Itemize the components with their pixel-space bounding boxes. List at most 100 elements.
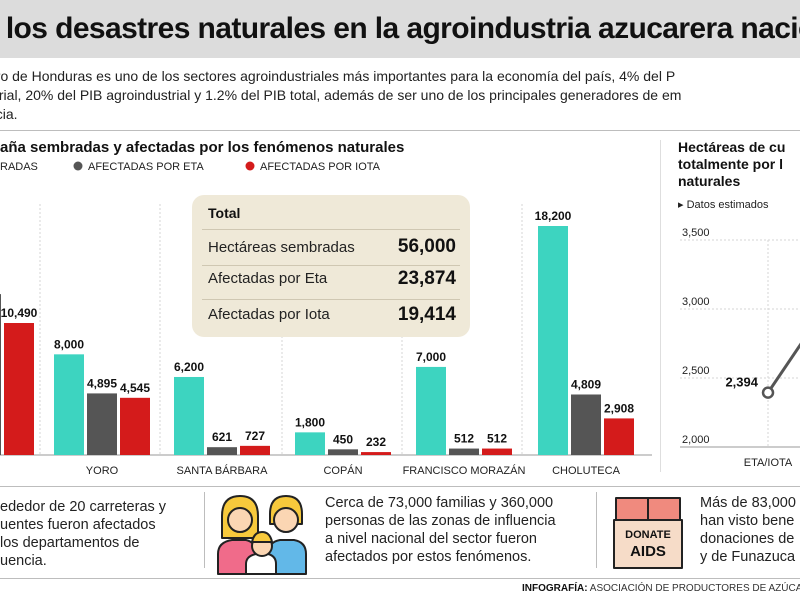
data-label: 6,200 (174, 360, 204, 374)
fact-line: personas de las zonas de influencia (325, 513, 556, 529)
series-line (766, 342, 800, 394)
data-label: 2,908 (604, 401, 634, 415)
data-label: 4,545 (120, 381, 150, 395)
legend-marker (245, 161, 255, 171)
credit-source: ASOCIACIÓN DE PRODUCTORES DE AZÚCA (589, 583, 800, 594)
intro-line: ero de Honduras es uno de los sectores a… (0, 68, 676, 84)
totals-title: Total (208, 205, 241, 221)
data-point (761, 386, 775, 399)
chart-title: totalmente por l (678, 156, 783, 172)
category-label: FRANCISCO MORAZÁN (403, 464, 526, 477)
bar (87, 393, 117, 455)
fact-line: ededor de 20 carreteras y (0, 499, 167, 515)
y-tick-label: 2,500 (682, 365, 710, 377)
bar (4, 323, 34, 455)
chart-title: Hectáreas de cu (678, 139, 785, 155)
donate-label: AIDS (630, 543, 666, 560)
category-label: ETA/IOTA (744, 457, 793, 469)
page-title: e los desastres naturales en la agroindu… (0, 12, 800, 45)
bar (571, 394, 601, 455)
bar (604, 418, 634, 455)
fact-roads: ededor de 20 carreteras y uentes fueron … (0, 498, 166, 570)
data-label: 1,800 (295, 415, 325, 429)
credit-label: INFOGRAFÍA: (522, 583, 588, 594)
category-label: COPÁN (323, 464, 362, 477)
fact-line: Más de 83,000 (700, 495, 796, 511)
intro-text: ero de Honduras es uno de los sectores a… (0, 68, 800, 128)
bar (54, 354, 84, 455)
totals-row: Afectadas por Iota 19,414 (208, 303, 456, 333)
bar (0, 294, 1, 455)
data-label: 2,394 (725, 375, 758, 390)
bar (295, 432, 325, 455)
data-label: 621 (212, 430, 232, 444)
divider (0, 486, 800, 487)
divider (202, 265, 460, 266)
totals-value: 56,000 (397, 236, 456, 257)
fact-line: han visto bene (700, 513, 795, 529)
data-label: 10,490 (1, 306, 38, 320)
data-label: 18,200 (535, 209, 572, 223)
y-tick-label: 3,500 (682, 227, 710, 239)
legend-label: RADAS (0, 161, 38, 173)
data-label: 232 (366, 435, 386, 449)
chart-title: aña sembradas y afectadas por los fenóme… (0, 139, 404, 156)
bar (120, 397, 150, 455)
intro-line: strial, 20% del PIB agroindustrial y 1.2… (0, 87, 682, 103)
bar (416, 366, 446, 455)
category-label: SANTA BÁRBARA (177, 464, 269, 477)
data-label: 450 (333, 432, 353, 446)
facts-section: ededor de 20 carreteras y uentes fueron … (0, 488, 800, 578)
legend-marker (73, 161, 83, 171)
fact-line: uencia. (0, 553, 47, 569)
divider (0, 130, 800, 131)
fact-line: los departamentos de (0, 535, 140, 551)
title-bar: e los desastres naturales en la agroindu… (0, 0, 800, 58)
y-tick-label: 3,000 (682, 296, 710, 308)
credit-text: INFOGRAFÍA: ASOCIACIÓN DE PRODUCTORES DE… (522, 583, 800, 594)
fact-line: uentes fueron afectados (0, 517, 156, 533)
fact-donations: Más de 83,000 han visto bene donaciones … (700, 494, 796, 566)
fact-line: afectados por estos fenómenos. (325, 549, 532, 565)
bar (328, 449, 358, 455)
category-label: YORO (86, 465, 119, 477)
legend-label: AFECTADAS POR ETA (88, 161, 204, 173)
fact-line: donaciones de (700, 531, 795, 547)
category-label: CHOLUTECA (552, 465, 621, 477)
data-label: 512 (487, 432, 507, 446)
totals-box: Total Hectáreas sembradas 56,000 Afectad… (192, 195, 470, 337)
divider (0, 578, 800, 579)
divider (202, 229, 460, 230)
data-label: 512 (454, 432, 474, 446)
intro-line: ucia. (0, 106, 18, 122)
divider (204, 492, 205, 568)
family-icon (217, 495, 307, 575)
data-label: 4,809 (571, 377, 601, 391)
bar (482, 448, 512, 455)
bar (538, 226, 568, 455)
data-label: 4,895 (87, 376, 117, 390)
data-label: 8,000 (54, 337, 84, 351)
bar (240, 445, 270, 455)
donate-label: DONATE (625, 529, 671, 541)
fact-line: a nivel nacional del sector fueron (325, 531, 537, 547)
legend-label: AFECTADAS POR IOTA (260, 161, 381, 173)
totals-label: Afectadas por Iota (208, 306, 330, 323)
divider (202, 299, 460, 300)
bar (207, 447, 237, 455)
fact-families: Cerca de 73,000 familias y 360,000 perso… (325, 494, 556, 566)
totals-label: Afectadas por Eta (208, 270, 328, 287)
bar (449, 448, 479, 455)
fact-line: y de Funazuca (700, 549, 796, 565)
totals-value: 23,874 (397, 268, 456, 289)
totals-row: Afectadas por Eta 23,874 (208, 267, 456, 297)
bar (174, 376, 204, 455)
donate-box-icon: DONATE AIDS (613, 497, 683, 569)
data-label: 727 (245, 429, 265, 443)
y-tick-label: 2,000 (682, 434, 710, 446)
chart-note: ▸ Datos estimados (678, 199, 769, 211)
totals-row: Hectáreas sembradas 56,000 (208, 233, 456, 263)
totals-value: 19,414 (397, 304, 456, 325)
bar (361, 452, 391, 455)
